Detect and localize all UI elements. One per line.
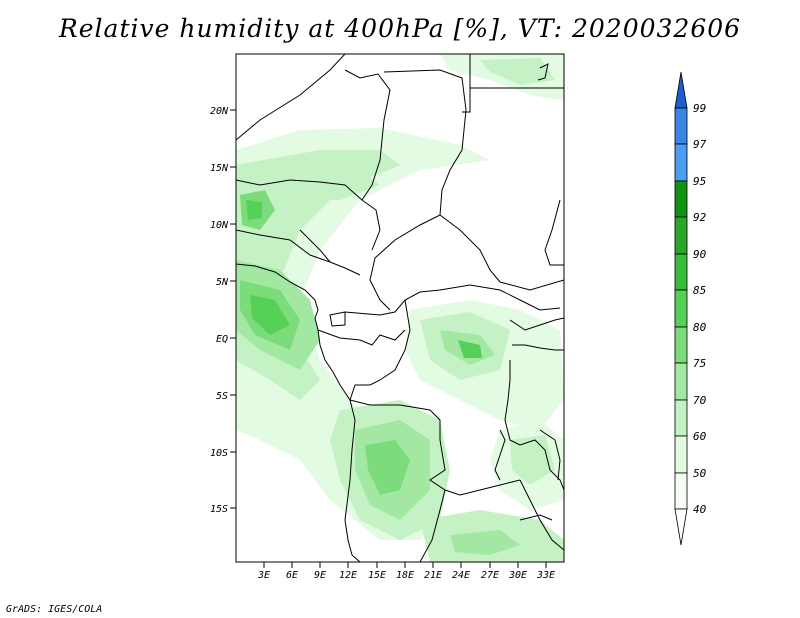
colorbar-segment: [674, 180, 688, 218]
colorbar-label: 99: [693, 102, 706, 115]
colorbar-label: 75: [693, 357, 706, 370]
colorbar-label: 70: [693, 394, 707, 407]
lat-label: 10S: [210, 448, 228, 459]
colorbar-segment: [674, 435, 688, 474]
lat-label: 15S: [210, 504, 228, 515]
colorbar-label: 90: [693, 248, 707, 261]
colorbar-segment: [674, 107, 688, 145]
colorbar-segment: [674, 253, 688, 291]
colorbar-label: 95: [693, 175, 706, 188]
lat-label: 5N: [216, 277, 229, 288]
colorbar-label: 85: [693, 284, 706, 297]
lat-ticks: [230, 109, 236, 509]
colorbar-label: 97: [693, 138, 707, 151]
lon-label: 15E: [368, 570, 386, 581]
colorbar-segment: [674, 362, 688, 401]
colorbar-label: 40: [693, 503, 707, 516]
lon-label: 30E: [508, 570, 527, 581]
colorbar-label: 92: [693, 211, 707, 224]
colorbar-segment: [674, 289, 688, 328]
lon-label: 9E: [314, 570, 326, 581]
colorbar-label: 80: [693, 321, 707, 334]
colorbar-segment: [674, 472, 688, 510]
chart-title: Relative humidity at 400hPa [%], VT: 202…: [58, 14, 742, 43]
lon-label: 21E: [424, 570, 442, 581]
lon-label: 27E: [481, 570, 499, 581]
lat-label: 10N: [210, 220, 229, 231]
colorbar-bottom-arrow: [674, 508, 688, 546]
lat-label: 15N: [210, 163, 229, 174]
lon-label: 6E: [286, 570, 298, 581]
lat-label: 5S: [216, 391, 228, 402]
lon-label: 24E: [452, 570, 470, 581]
lon-label: 12E: [339, 570, 357, 581]
colorbar-label: 60: [693, 430, 707, 443]
colorbar-label: 50: [693, 467, 707, 480]
colorbar-segment: [674, 399, 688, 437]
colorbar-segment: [674, 216, 688, 255]
lat-label: 20N: [210, 106, 229, 117]
lon-label: 33E: [536, 570, 555, 581]
colorbar-segment: [674, 143, 688, 182]
humidity-field: [236, 54, 564, 562]
lon-label: 18E: [396, 570, 414, 581]
credit-text: GrADS: IGES/COLA: [6, 604, 103, 615]
lat-label: EQ: [216, 334, 228, 345]
colorbar: [674, 71, 688, 546]
colorbar-top-arrow: [674, 71, 688, 109]
lon-ticks: [263, 562, 547, 568]
map-frame: [235, 53, 565, 563]
lon-label: 3E: [257, 570, 270, 581]
colorbar-segment: [674, 326, 688, 364]
boundaries: [236, 54, 564, 562]
